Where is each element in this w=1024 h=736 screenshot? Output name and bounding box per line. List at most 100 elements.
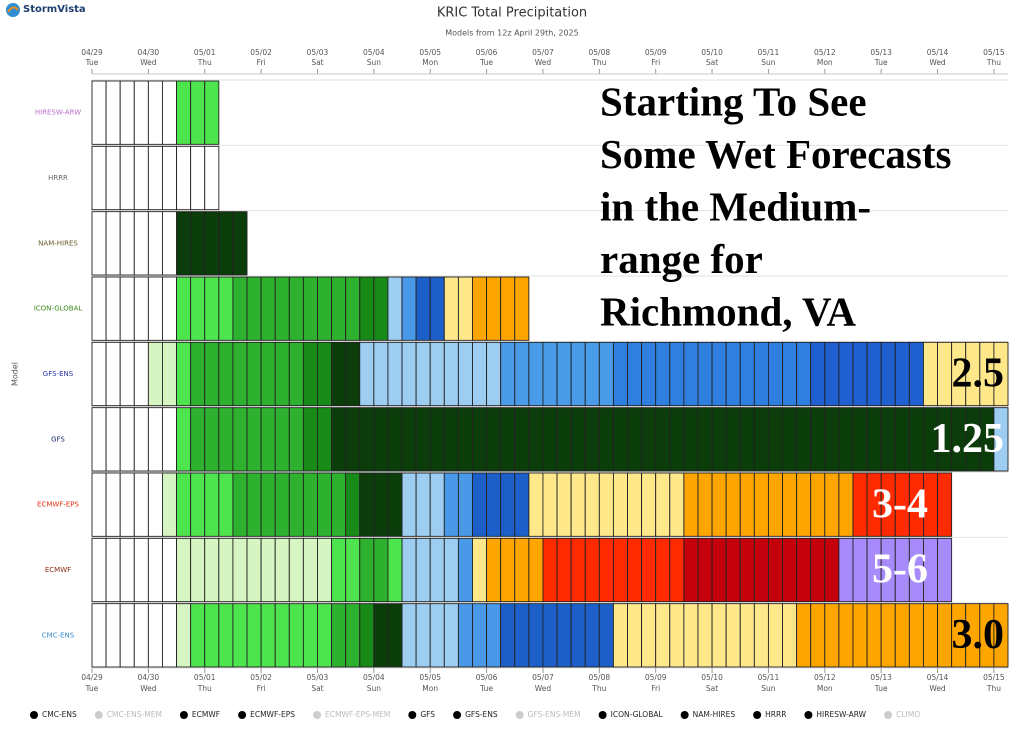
cell [641,407,657,472]
cell [500,341,516,407]
cell [937,537,953,603]
x-tick-label: 05/12 [814,673,836,682]
cell [162,603,178,668]
cell [331,472,347,537]
cell [302,407,318,472]
cell [387,603,403,668]
cell [514,537,530,603]
cell [147,80,163,145]
x-tick-day: Fri [651,684,660,693]
cell [669,603,685,668]
cell [232,211,248,276]
cell [204,211,220,276]
cell [528,537,544,603]
cell [683,341,699,407]
row-label: ECMWF [45,566,71,574]
cell [401,537,417,603]
cell [317,407,333,472]
cell [373,537,389,603]
x-tick-day: Tue [874,58,888,67]
cell [500,472,516,537]
cell [105,537,121,603]
cell [612,341,628,407]
cell [598,603,614,668]
cell [556,341,572,407]
cell [824,472,840,537]
x-tick-day: Thu [197,684,212,693]
cell [598,537,614,603]
cell [739,537,755,603]
x-tick-day: Tue [85,684,99,693]
row-label: ECMWF-EPS [37,501,79,509]
cell [584,407,600,472]
x-tick-day: Tue [479,58,493,67]
cell [147,276,163,341]
cell [345,341,361,407]
cell [528,472,544,537]
cell [387,472,403,537]
cell [725,603,741,668]
cell [556,407,572,472]
cell [782,603,798,668]
cell [796,537,812,603]
cell [133,341,149,407]
cell [232,341,248,407]
x-tick-day: Sat [706,684,718,693]
cell [556,603,572,668]
x-tick-label: 05/03 [307,673,329,682]
cell [218,276,234,341]
legend-label: ECMWF-EPS [250,710,295,719]
cell [457,407,473,472]
cell [91,145,107,211]
cell [119,472,135,537]
cell [627,537,643,603]
cell [232,472,248,537]
cell [345,472,361,537]
x-tick-label: 05/07 [532,673,554,682]
legend-marker [598,711,607,719]
cell [119,145,135,211]
cell [288,407,304,472]
legend-label: ECMWF [192,710,220,719]
cell [401,472,417,537]
x-tick-label: 05/15 [983,48,1005,57]
x-tick-label: 04/29 [81,48,103,57]
x-tick-day: Tue [874,684,888,693]
cell [204,472,220,537]
cell [190,276,206,341]
cell [190,603,206,668]
cell [852,537,868,603]
logo-icon [6,3,20,17]
cell [683,537,699,603]
cell [669,472,685,537]
cell [246,603,262,668]
cell [274,341,290,407]
cell [105,145,121,211]
cell [655,537,671,603]
cell [542,472,558,537]
x-tick-day: Mon [422,58,438,67]
cell [401,407,417,472]
x-tick-label: 05/07 [532,48,554,57]
cell [331,537,347,603]
cell [922,341,938,407]
legend-marker [515,711,524,719]
cell [824,341,840,407]
cell [880,603,896,668]
cell [443,472,459,537]
cell [260,603,276,668]
cell [570,472,586,537]
cell [669,341,685,407]
cell [500,537,516,603]
x-tick-label: 05/13 [870,48,892,57]
cell [838,407,854,472]
cell [162,80,178,145]
cell [429,341,445,407]
x-tick-day: Mon [817,58,833,67]
cell [133,407,149,472]
x-tick-label: 05/04 [363,48,385,57]
row-label: NAM-HIRES [38,239,78,247]
cell [570,407,586,472]
annotation: Richmond, VA [600,288,856,334]
legend-label: HRRR [765,710,786,719]
